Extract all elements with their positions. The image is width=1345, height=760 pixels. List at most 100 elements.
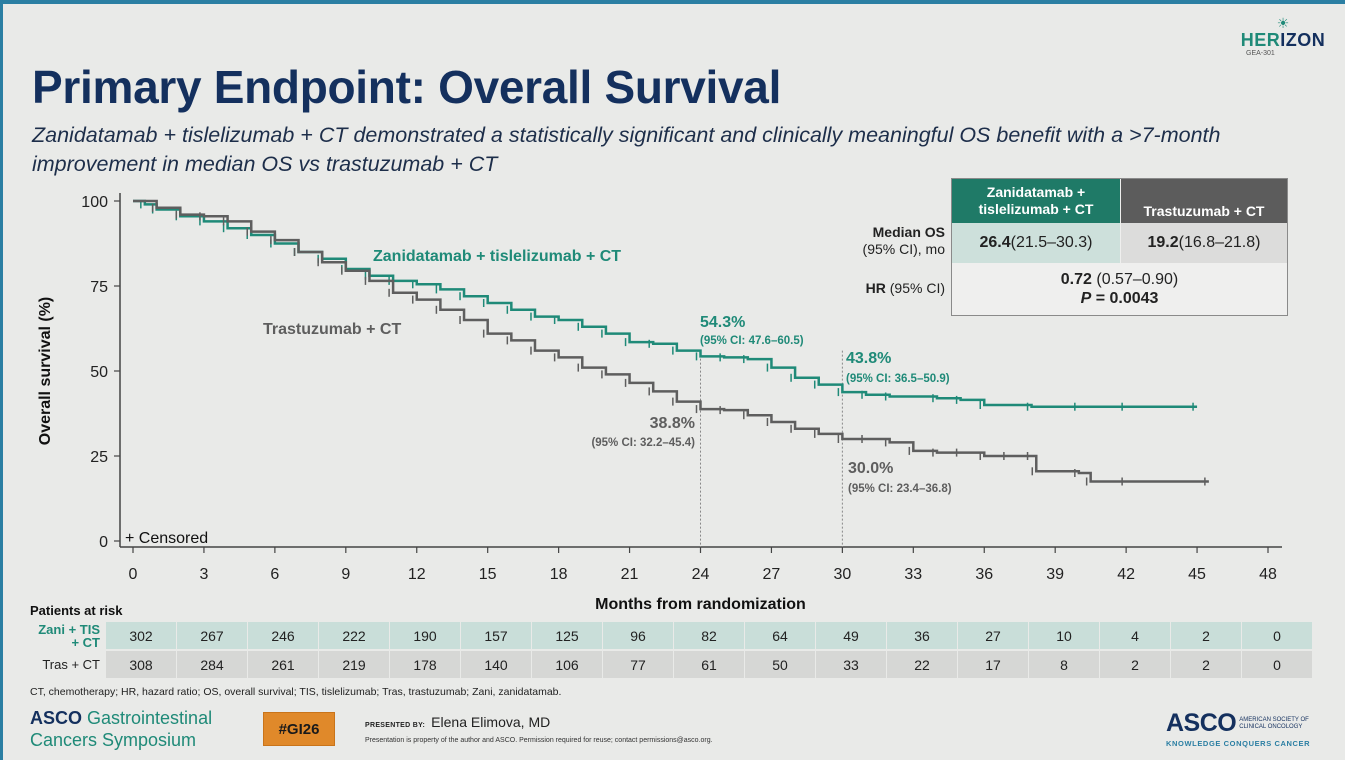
risk-cell: 2 bbox=[1171, 651, 1241, 678]
top-accent-bar bbox=[0, 0, 1345, 4]
abbreviations-footnote: CT, chemotherapy; HR, hazard ratio; OS, … bbox=[30, 686, 562, 698]
risk-cell: 284 bbox=[177, 651, 247, 678]
risk-cell: 50 bbox=[745, 651, 815, 678]
presenter-name: Elena Elimova, MD bbox=[431, 714, 551, 730]
zani-30mo-value: 43.8% bbox=[846, 350, 891, 367]
median-os-tras: 19.2 (16.8–21.8) bbox=[1121, 223, 1287, 263]
risk-cell: 2 bbox=[1100, 651, 1170, 678]
risk-cell: 0 bbox=[1242, 622, 1312, 649]
risk-table: Zani + TIS + CT 302 267 246 222 190 157 125 96 82… bbox=[28, 622, 1313, 680]
risk-cell: 61 bbox=[674, 651, 744, 678]
risk-cell: 178 bbox=[390, 651, 460, 678]
hr-sublabel: (95% CI) bbox=[885, 280, 945, 296]
risk-label-tras: Tras + CT bbox=[42, 657, 100, 672]
x-tick-label: 27 bbox=[763, 566, 781, 583]
x-tick-label: 9 bbox=[341, 566, 350, 583]
zani-24mo-value: 54.3% bbox=[700, 314, 745, 331]
x-tick-label: 36 bbox=[975, 566, 993, 583]
zani-24mo-ci: (95% CI: 47.6–60.5) bbox=[700, 335, 804, 347]
y-tick-label: 75 bbox=[90, 279, 108, 296]
presented-by: PRESENTED BY: Elena Elimova, MD bbox=[365, 714, 551, 730]
risk-cell: 267 bbox=[177, 622, 247, 649]
risk-cell: 82 bbox=[674, 622, 744, 649]
risk-cell: 33 bbox=[816, 651, 886, 678]
x-tick-label: 42 bbox=[1117, 566, 1135, 583]
risk-cell: 190 bbox=[390, 622, 460, 649]
risk-cell: 308 bbox=[106, 651, 176, 678]
risk-cell: 27 bbox=[958, 622, 1028, 649]
x-tick-label: 33 bbox=[904, 566, 922, 583]
zani-survival-curve bbox=[133, 199, 1198, 408]
x-axis-label: Months from randomization bbox=[595, 596, 806, 613]
x-tick-label: 3 bbox=[199, 566, 208, 583]
tras-30mo-value: 30.0% bbox=[848, 460, 893, 477]
risk-cell: 96 bbox=[603, 622, 673, 649]
x-tick-label: 15 bbox=[479, 566, 497, 583]
risk-cell: 0 bbox=[1242, 651, 1312, 678]
risk-cell: 17 bbox=[958, 651, 1028, 678]
risk-cell: 219 bbox=[319, 651, 389, 678]
tras-survival-curve bbox=[133, 199, 1209, 483]
risk-cell: 36 bbox=[887, 622, 957, 649]
stats-row-labels: Median OS (95% CI), mo HR (95% CI) bbox=[820, 224, 945, 296]
slide-subtitle: Zanidatamab + tislelizumab + CT demonstr… bbox=[32, 123, 1221, 176]
sunrise-icon: ☀ bbox=[1276, 15, 1290, 31]
stats-header-zani: Zanidatamab + tislelizumab + CT bbox=[952, 179, 1120, 223]
x-tick-label: 48 bbox=[1259, 566, 1277, 583]
x-tick-label: 39 bbox=[1046, 566, 1064, 583]
risk-cell: 4 bbox=[1100, 622, 1170, 649]
tras-30mo-ci: (95% CI: 23.4–36.8) bbox=[848, 483, 952, 495]
y-tick-label: 25 bbox=[90, 449, 108, 466]
risk-cell: 77 bbox=[603, 651, 673, 678]
risk-cell: 125 bbox=[532, 622, 602, 649]
x-tick-label: 21 bbox=[621, 566, 639, 583]
herizon-logo-text: HERIZON bbox=[1240, 30, 1326, 50]
tras-24mo-value: 38.8% bbox=[650, 415, 695, 432]
property-notice: Presentation is property of the author a… bbox=[365, 737, 713, 744]
x-tick-label: 30 bbox=[833, 566, 851, 583]
risk-label-zani: Zani + TIS + CT bbox=[38, 621, 100, 650]
x-tick-label: 24 bbox=[692, 566, 710, 583]
tras-curve-label: Trastuzumab + CT bbox=[263, 321, 401, 338]
risk-cell: 302 bbox=[106, 622, 176, 649]
risk-cell: 106 bbox=[532, 651, 602, 678]
risk-cell: 22 bbox=[887, 651, 957, 678]
risk-cell: 157 bbox=[461, 622, 531, 649]
y-tick-label: 100 bbox=[81, 194, 108, 211]
trial-id: GEA-301 bbox=[1246, 50, 1275, 57]
left-accent-bar bbox=[0, 0, 3, 760]
zani-curve-label: Zanidatamab + tislelizumab + CT bbox=[373, 248, 621, 265]
risk-cell: 140 bbox=[461, 651, 531, 678]
x-tick-label: 12 bbox=[408, 566, 426, 583]
y-tick-label: 0 bbox=[99, 534, 108, 551]
risk-cell: 261 bbox=[248, 651, 318, 678]
x-tick-label: 45 bbox=[1188, 566, 1206, 583]
stats-header-tras: Trastuzumab + CT bbox=[1121, 179, 1287, 223]
asco-gi-symposium-logo: ASCO Gastrointestinal Cancers Symposium bbox=[30, 708, 213, 750]
x-tick-label: 18 bbox=[550, 566, 568, 583]
x-tick-label: 6 bbox=[270, 566, 279, 583]
median-os-label: Median OS bbox=[872, 224, 945, 240]
risk-cell: 49 bbox=[816, 622, 886, 649]
risk-row-zani: Zani + TIS + CT 302 267 246 222 190 157 125 96 82… bbox=[28, 622, 1313, 649]
herizon-logo: ☀ HERIZON GEA-301 bbox=[1238, 16, 1328, 57]
tras-24mo-ci: (95% CI: 32.2–45.4) bbox=[591, 437, 695, 449]
censored-legend: + Censored bbox=[125, 530, 208, 547]
risk-cell: 64 bbox=[745, 622, 815, 649]
x-tick-label: 0 bbox=[129, 566, 138, 583]
zani-30mo-ci: (95% CI: 36.5–50.9) bbox=[846, 373, 950, 385]
median-os-zani: 26.4 (21.5–30.3) bbox=[952, 223, 1120, 263]
hashtag-badge: #GI26 bbox=[263, 712, 335, 746]
risk-cell: 246 bbox=[248, 622, 318, 649]
asco-logo: ASCO AMERICAN SOCIETY OF CLINICAL ONCOLOGY… bbox=[1166, 709, 1311, 748]
risk-row-tras: Tras + CT 308 284 261 219 178 140 106 77 61 50 33 2… bbox=[28, 651, 1313, 678]
slide-title: Primary Endpoint: Overall Survival bbox=[32, 61, 782, 113]
risk-cell: 2 bbox=[1171, 622, 1241, 649]
hazard-ratio-cell: 0.72 (0.57–0.90) P = 0.0043 bbox=[1060, 271, 1179, 307]
y-axis-label: Overall survival (%) bbox=[37, 297, 54, 446]
y-tick-label: 50 bbox=[90, 364, 108, 381]
risk-table-title: Patients at risk bbox=[30, 603, 123, 618]
median-os-sublabel: (95% CI), mo bbox=[862, 241, 945, 257]
risk-cell: 10 bbox=[1029, 622, 1099, 649]
